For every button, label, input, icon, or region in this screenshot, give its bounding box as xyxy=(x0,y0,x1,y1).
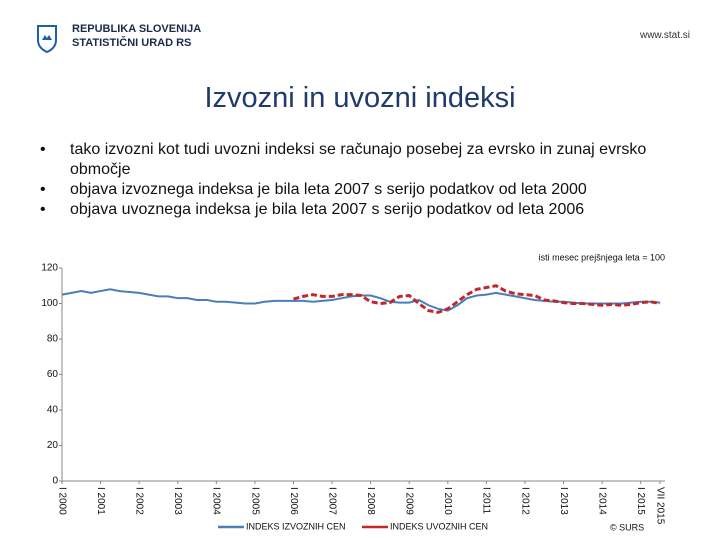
y-tick-label: 20 xyxy=(47,440,59,451)
x-tick-label: I 2004 xyxy=(211,487,222,515)
legend-label: INDEKS IZVOZNIH CEN xyxy=(246,521,346,531)
org-line: REPUBLIKA SLOVENIJA xyxy=(72,23,202,35)
series-line xyxy=(293,284,661,314)
annotation: isti mesec prejšnjega leta = 100 xyxy=(539,252,665,262)
x-tick-label: I 2005 xyxy=(249,487,260,515)
x-tick-label: I 2000 xyxy=(56,487,67,515)
x-tick-label: I 2009 xyxy=(404,487,415,515)
slide-title: Izvozni in uvozni indeksi xyxy=(204,82,516,114)
y-tick-label: 80 xyxy=(47,334,59,345)
bullet: tako izvozni kot tudi uvozni indeksi se … xyxy=(40,140,680,180)
x-tick-label: I 2014 xyxy=(596,487,607,515)
bullet: objava izvoznega indeksa je bila leta 20… xyxy=(40,180,680,200)
url: www.stat.si xyxy=(639,30,690,41)
x-tick-label: I 2002 xyxy=(134,487,145,515)
y-tick-label: 40 xyxy=(47,405,59,416)
source: © SURS xyxy=(610,522,644,532)
y-tick-label: 60 xyxy=(47,369,59,380)
x-tick-label: I 2015 xyxy=(635,487,646,515)
y-tick-label: 0 xyxy=(52,476,58,487)
bullet-list: tako izvozni kot tudi uvozni indeksi se … xyxy=(40,140,680,220)
bullet: objava uvoznega indeksa je bila leta 200… xyxy=(40,200,680,220)
x-tick-label: I 2011 xyxy=(481,487,492,514)
x-tick-label: I 2012 xyxy=(519,487,530,515)
x-tick-label: I 2007 xyxy=(326,487,337,515)
logo xyxy=(37,25,57,54)
x-tick-label: I 2003 xyxy=(172,487,183,515)
x-tick-label: I 2008 xyxy=(365,487,376,515)
x-tick-label: I 2010 xyxy=(442,487,453,515)
y-tick-label: 100 xyxy=(41,298,58,309)
legend-label: INDEKS UVOZNIH CEN xyxy=(390,521,488,531)
x-tick-label: I 2001 xyxy=(95,487,106,515)
org-name: REPUBLIKA SLOVENIJA STATISTIČNI URAD RS xyxy=(72,22,201,50)
x-tick-label: VII 2015 xyxy=(654,487,665,525)
series-line xyxy=(61,288,661,312)
x-tick-label: I 2006 xyxy=(288,487,299,515)
x-tick-label: I 2013 xyxy=(558,487,569,515)
org-line: STATISTIČNI URAD RS xyxy=(72,37,192,49)
y-tick-label: 120 xyxy=(41,263,58,274)
